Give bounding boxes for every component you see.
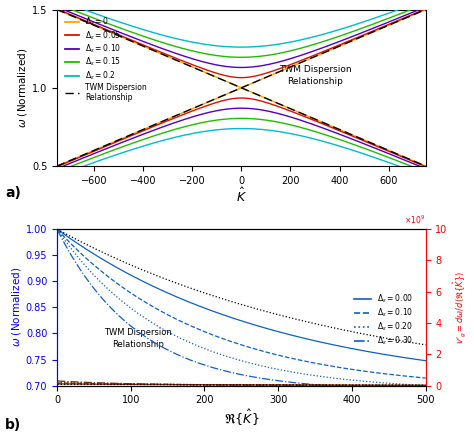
- Text: $\times10^{9}$: $\times10^{9}$: [404, 214, 426, 226]
- Text: b): b): [5, 419, 22, 433]
- X-axis label: $\hat{K}$: $\hat{K}$: [236, 187, 247, 205]
- Y-axis label: $\omega$ (Normalized): $\omega$ (Normalized): [10, 267, 23, 347]
- Text: a): a): [5, 187, 21, 201]
- Legend: $\Delta_{\epsilon} = 0.00$, $\Delta_{\epsilon} = 0.10$, $\Delta_{\epsilon} = 0.2: $\Delta_{\epsilon} = 0.00$, $\Delta_{\ep…: [351, 290, 416, 350]
- Text: TWM Dispersion
Relationship: TWM Dispersion Relationship: [279, 65, 351, 86]
- Y-axis label: $\omega$ (Normalized): $\omega$ (Normalized): [16, 48, 29, 128]
- X-axis label: $\mathfrak{R}\{\hat{K}\}$: $\mathfrak{R}\{\hat{K}\}$: [224, 407, 259, 427]
- Text: TWM Dispersion
Relationship: TWM Dispersion Relationship: [104, 328, 172, 349]
- Legend: $\Delta_{\epsilon} = 0$, $\Delta_{\epsilon} = 0.05$, $\Delta_{\epsilon} = 0.10$,: $\Delta_{\epsilon} = 0$, $\Delta_{\epsil…: [64, 15, 147, 103]
- Y-axis label: $v'_g = d\omega/d(\mathfrak{R}\{\hat{K}\})$: $v'_g = d\omega/d(\mathfrak{R}\{\hat{K}\…: [452, 271, 468, 344]
